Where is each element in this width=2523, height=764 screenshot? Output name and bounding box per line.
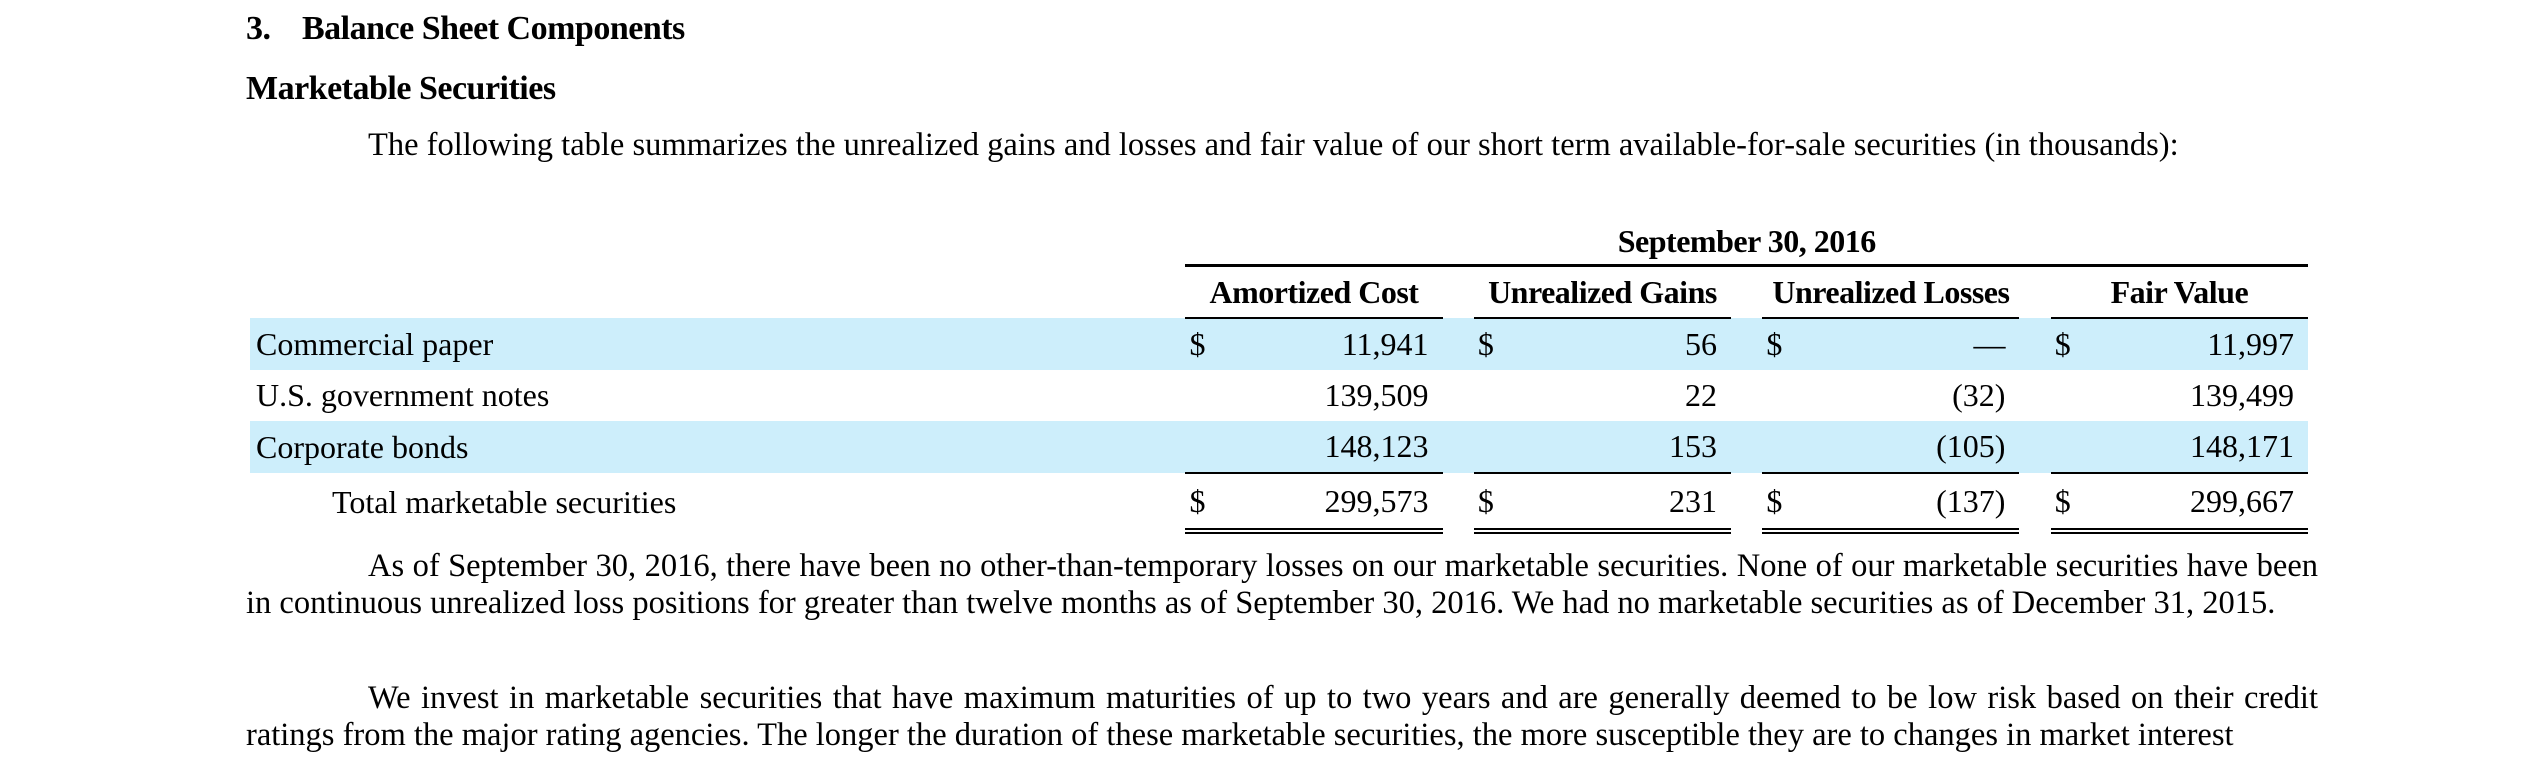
section-number: 3. bbox=[246, 10, 271, 47]
column-header-unrealized-losses: Unrealized Losses bbox=[1762, 265, 2020, 319]
table-total-row: Total marketable securities $299,573 $23… bbox=[250, 473, 2308, 534]
column-header-unrealized-gains: Unrealized Gains bbox=[1473, 265, 1731, 319]
currency-symbol: $ bbox=[1766, 482, 1783, 519]
column-header-amortized-cost: Amortized Cost bbox=[1185, 265, 1443, 319]
section-title: Balance Sheet Components bbox=[302, 10, 685, 47]
cell-value: (32) bbox=[1952, 377, 2006, 413]
subsection-heading: Marketable Securities bbox=[246, 70, 556, 107]
currency-symbol: $ bbox=[1766, 326, 1783, 362]
cell-value: 148,123 bbox=[1324, 428, 1429, 464]
currency-symbol: $ bbox=[1477, 326, 1494, 362]
cell-value: 139,499 bbox=[2190, 377, 2294, 413]
cell-value: 148,171 bbox=[2190, 428, 2294, 464]
row-label: Corporate bonds bbox=[250, 421, 1186, 473]
currency-symbol: $ bbox=[1477, 482, 1494, 519]
total-value: 299,573 bbox=[1324, 482, 1429, 519]
cell-value: 56 bbox=[1685, 326, 1717, 362]
row-label: U.S. government notes bbox=[256, 377, 550, 413]
cell-value: 11,997 bbox=[2207, 326, 2294, 362]
table-header-row: Amortized Cost Unrealized Gains Unrealiz… bbox=[250, 265, 2308, 319]
currency-symbol: $ bbox=[1189, 482, 1206, 519]
body-paragraph-investment-policy: We invest in marketable securities that … bbox=[246, 680, 2318, 753]
table-row: U.S. government notes 139,509 22 (32) 13… bbox=[250, 370, 2308, 421]
currency-symbol: $ bbox=[2054, 482, 2071, 519]
cell-value: — bbox=[1973, 326, 2006, 362]
currency-symbol: $ bbox=[1189, 326, 1206, 362]
total-value: (137) bbox=[1936, 482, 2006, 519]
cell-value: (105) bbox=[1936, 428, 2006, 464]
total-value: 231 bbox=[1669, 482, 1717, 519]
marketable-securities-table: September 30, 2016 Amortized Cost Unreal… bbox=[250, 214, 2308, 534]
currency-symbol: $ bbox=[2054, 326, 2071, 362]
table-period-row: September 30, 2016 bbox=[250, 214, 2308, 267]
cell-value: 153 bbox=[1669, 428, 1717, 464]
total-label: Total marketable securities bbox=[332, 483, 677, 520]
table-row: Corporate bonds 148,123 153 (105) 148,17… bbox=[250, 421, 2308, 474]
section-heading: 3. Balance Sheet Components bbox=[246, 10, 685, 48]
row-label: Commercial paper bbox=[250, 318, 1186, 370]
column-header-fair-value: Fair Value bbox=[2050, 265, 2308, 319]
total-value: 299,667 bbox=[2190, 482, 2294, 519]
cell-value: 22 bbox=[1685, 377, 1717, 413]
body-paragraph-otti: As of September 30, 2016, there have bee… bbox=[246, 548, 2318, 621]
cell-value: 11,941 bbox=[1341, 326, 1429, 362]
intro-paragraph: The following table summarizes the unrea… bbox=[368, 127, 2179, 163]
table-period-header: September 30, 2016 bbox=[1185, 214, 2308, 267]
table-row: Commercial paper $11,941 $56 $ — $11,997 bbox=[250, 318, 2308, 370]
cell-value: 139,509 bbox=[1324, 377, 1429, 413]
